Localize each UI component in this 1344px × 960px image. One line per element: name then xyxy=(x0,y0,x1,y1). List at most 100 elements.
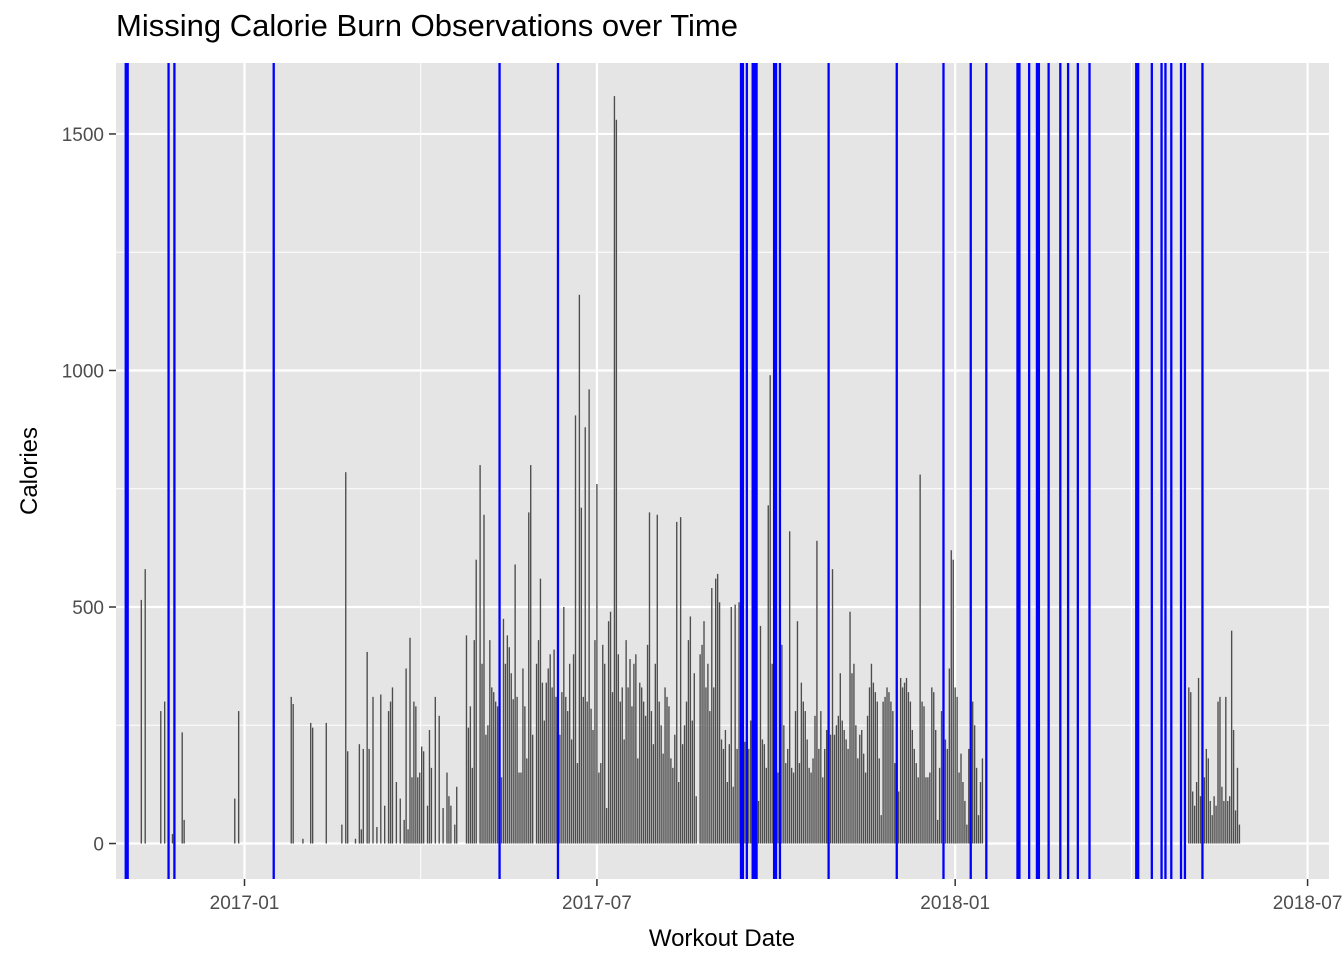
bar xyxy=(946,748,949,844)
bar xyxy=(234,798,236,844)
bar xyxy=(870,663,873,844)
bar xyxy=(750,720,752,844)
bar xyxy=(787,748,789,844)
bar xyxy=(975,767,978,844)
bar xyxy=(940,711,943,844)
bar xyxy=(931,687,933,844)
bar xyxy=(399,798,401,844)
bar xyxy=(582,696,584,844)
bar xyxy=(467,727,470,844)
bar xyxy=(1211,815,1213,844)
bar xyxy=(430,767,433,844)
bar xyxy=(919,474,921,844)
bar xyxy=(1232,729,1235,844)
bar xyxy=(1229,796,1231,844)
bar xyxy=(769,375,771,844)
bar xyxy=(707,663,709,844)
bar xyxy=(570,739,573,844)
bar xyxy=(615,119,618,844)
bar xyxy=(950,550,952,844)
bar xyxy=(681,744,684,844)
bar xyxy=(835,725,838,844)
bar xyxy=(483,514,485,844)
bar xyxy=(853,663,855,844)
bar xyxy=(709,711,711,844)
x-tick-label: 2018-07 xyxy=(1273,893,1343,914)
y-axis-title: Calories xyxy=(16,427,43,515)
bar xyxy=(526,758,528,844)
bar xyxy=(310,722,312,844)
bar xyxy=(824,748,826,844)
bar xyxy=(504,663,507,844)
bar xyxy=(366,651,368,844)
bar xyxy=(962,782,964,844)
bar xyxy=(555,696,557,844)
bar xyxy=(494,701,497,844)
bar xyxy=(804,711,806,844)
bar xyxy=(1193,805,1196,844)
bar xyxy=(666,696,668,844)
bar xyxy=(806,739,808,844)
bar xyxy=(765,767,767,844)
bar xyxy=(391,687,394,844)
bar xyxy=(512,699,514,844)
bar xyxy=(935,729,937,844)
bar xyxy=(446,772,448,844)
bar xyxy=(938,767,941,844)
bar xyxy=(726,782,729,844)
bar xyxy=(1188,687,1190,844)
bar xyxy=(788,531,791,844)
bar xyxy=(368,748,370,844)
bar xyxy=(785,763,787,844)
bar xyxy=(843,729,845,844)
bar xyxy=(857,758,859,844)
bar xyxy=(302,838,304,844)
bar xyxy=(1221,786,1223,844)
bar xyxy=(360,829,363,844)
bar xyxy=(713,687,715,844)
bar xyxy=(160,711,162,844)
bar xyxy=(646,644,649,844)
bar xyxy=(528,512,530,844)
bar xyxy=(419,772,421,844)
bar xyxy=(874,692,877,844)
bar xyxy=(798,763,801,844)
bar xyxy=(814,715,816,844)
bar xyxy=(973,725,976,844)
bar xyxy=(792,772,795,844)
bar xyxy=(859,734,861,844)
bar xyxy=(567,711,569,844)
bar xyxy=(600,763,602,844)
bar xyxy=(491,687,493,844)
bar xyxy=(584,427,586,844)
bar xyxy=(568,663,571,844)
x-tick-label: 2018-01 xyxy=(920,893,990,914)
bar xyxy=(886,687,888,844)
bar xyxy=(514,564,516,844)
bar xyxy=(736,748,738,844)
bar xyxy=(732,786,734,844)
bar xyxy=(952,559,954,844)
bar xyxy=(915,763,917,844)
bar xyxy=(810,772,812,844)
bar xyxy=(475,559,477,844)
bar xyxy=(635,654,637,844)
bar xyxy=(868,687,871,844)
bar xyxy=(933,692,935,844)
bar xyxy=(972,701,974,844)
bar xyxy=(851,673,853,844)
bar xyxy=(966,824,968,844)
bar xyxy=(1203,777,1206,844)
bar xyxy=(403,819,405,844)
bar xyxy=(701,644,703,844)
y-tick-label: 1000 xyxy=(62,361,104,382)
bar xyxy=(607,621,610,844)
bar xyxy=(672,767,674,844)
bar xyxy=(559,734,561,844)
bar xyxy=(652,744,655,844)
bar xyxy=(781,644,783,844)
bar xyxy=(898,791,900,844)
bar xyxy=(861,729,863,844)
bar xyxy=(1215,805,1217,844)
bar xyxy=(822,777,824,844)
